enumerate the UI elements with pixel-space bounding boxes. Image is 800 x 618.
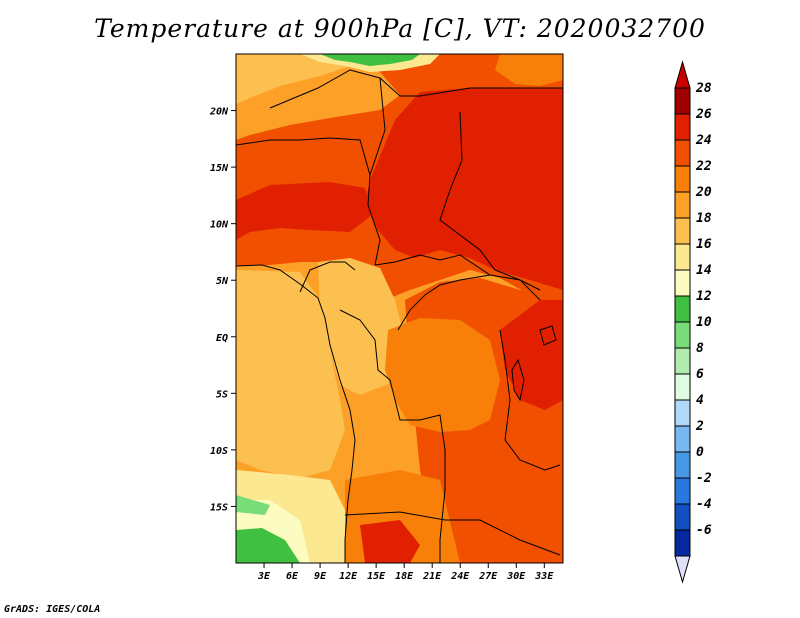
field-region-south-hot [360, 520, 420, 563]
colorbar-swatch [674, 269, 691, 297]
field-region-southwest-lightgreen [236, 495, 270, 515]
lake-victoria [539, 325, 557, 346]
field-region-southwest-green [236, 528, 300, 563]
colorbar-below-triangle [674, 555, 691, 584]
colorbar-swatch [674, 87, 691, 115]
colorbar-level-label: 24 [695, 133, 712, 148]
field-region-hot-west [236, 182, 372, 240]
colorbar-level-label: 22 [695, 159, 712, 174]
colorbar-swatch [674, 139, 691, 167]
border-cameroon [299, 261, 356, 293]
colorbar-swatch [674, 113, 691, 141]
lon-tick-label: 9E [314, 571, 327, 582]
lon-tick-label: 3E [257, 571, 271, 582]
colorbar-level-label: -6 [696, 523, 712, 538]
colorbar-swatch [674, 217, 691, 245]
latitude-axis: 20N 15N 10N 5N EQ 5S 10S 15S [209, 107, 236, 513]
colorbar-level-label: -4 [696, 497, 712, 512]
lon-tick-label: 24E [450, 571, 470, 582]
colorbar-level-label: 28 [695, 81, 712, 96]
colorbar-level-label: 26 [695, 107, 712, 122]
colorbar-swatch [674, 373, 691, 401]
colorbar-swatch [674, 399, 691, 427]
country-borders [236, 69, 563, 563]
field-region-northeast [495, 54, 563, 86]
lat-tick-label: 10S [210, 446, 228, 457]
border-chad-sudan [439, 111, 541, 291]
lon-tick-label: 15E [367, 571, 386, 582]
colorbar-swatch [674, 503, 691, 531]
field-region-coast-cool [236, 270, 345, 478]
lake-tanganyika [511, 358, 525, 402]
border-north [269, 69, 563, 109]
lat-tick-label: 10N [210, 220, 229, 231]
temperature-field [236, 54, 563, 563]
border-east-lakes [499, 329, 561, 471]
colorbar-level-label: 12 [696, 289, 712, 304]
longitude-axis: 3E 6E 9E 12E 15E 18E 21E 24E 27E 30E 33E [257, 563, 554, 582]
colorbar-swatch [674, 347, 691, 375]
lon-tick-label: 18E [395, 571, 414, 582]
border-south [344, 511, 561, 556]
border-car-south [374, 254, 541, 301]
border-drc-north [397, 274, 491, 331]
colorbar-level-label: -2 [696, 471, 712, 486]
lon-tick-label: 30E [506, 571, 526, 582]
lat-tick-label: 15N [210, 163, 229, 174]
lat-tick-label: 20N [209, 107, 229, 118]
colorbar-level-label: 6 [696, 367, 704, 382]
colorbar-level-label: 20 [695, 185, 712, 200]
lat-tick-label: EQ [216, 333, 228, 344]
field-region-north-green [320, 54, 420, 66]
colorbar-swatch [674, 165, 691, 193]
colorbar-level-label: 10 [696, 315, 712, 330]
colorbar-level-label: 14 [696, 263, 712, 278]
field-region-northwest-mild [236, 54, 350, 104]
colorbar-swatch [674, 477, 691, 505]
lon-tick-label: 33E [534, 571, 554, 582]
lat-tick-label: 5N [216, 276, 229, 287]
colorbar-level-label: 16 [696, 237, 712, 252]
border-chad-west [367, 77, 386, 266]
colorbar-level-label: 18 [696, 211, 712, 226]
colorbar-swatch [674, 529, 691, 557]
colorbar-swatch [674, 191, 691, 219]
lat-tick-label: 5S [216, 389, 228, 400]
map-frame [235, 53, 564, 564]
coastline-west [236, 264, 356, 563]
border-mali-niger [236, 137, 371, 176]
lon-tick-label: 27E [478, 571, 498, 582]
plot-title: Temperature at 900hPa [C], VT: 202003270… [94, 14, 706, 43]
lon-tick-label: 21E [422, 571, 442, 582]
lat-tick-label: 15S [210, 502, 228, 513]
lon-tick-label: 6E [286, 571, 299, 582]
colorbar-above-triangle [674, 60, 691, 89]
colorbar-level-label: 2 [695, 419, 704, 434]
colorbar-swatch [674, 295, 691, 323]
colorbar-level-label: 8 [696, 341, 704, 356]
colorbar-swatch [674, 321, 691, 349]
colorbar-level-label: 0 [696, 445, 704, 460]
field-region-central-cool [318, 258, 405, 395]
field-region-basin [385, 318, 500, 432]
field-region-hot-core [365, 88, 563, 290]
colorbar-swatch [674, 243, 691, 271]
colorbar-level-label: 4 [696, 393, 704, 408]
grads-credit: GrADS: IGES/COLA [4, 604, 101, 615]
border-drc-angola [339, 309, 446, 563]
colorbar-swatch [674, 425, 691, 453]
lon-tick-label: 12E [339, 571, 358, 582]
colorbar-swatch [674, 451, 691, 479]
